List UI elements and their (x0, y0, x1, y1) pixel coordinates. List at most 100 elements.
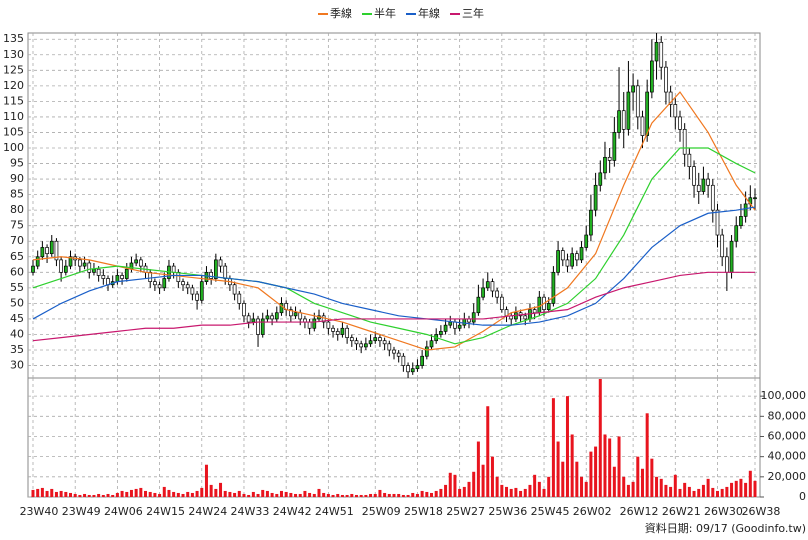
volume-bar (298, 493, 302, 497)
candle-body (720, 234, 725, 258)
volume-bar (350, 493, 354, 497)
volume-bar (162, 486, 166, 497)
candle-body (429, 340, 434, 348)
y-tick-label: 110 (3, 110, 24, 123)
candle-body (242, 303, 246, 317)
x-tick-label: 24W15 (146, 505, 185, 518)
volume-bar (312, 493, 316, 497)
candle-body (138, 259, 143, 267)
volume-bar (195, 490, 199, 497)
volume-bar (354, 494, 358, 497)
volume-bar (453, 474, 457, 497)
candle-body (335, 331, 340, 335)
candle-body (743, 203, 748, 217)
candle-body (593, 184, 598, 211)
ma-line (32, 206, 756, 326)
y-tick-label: 90 (10, 172, 24, 185)
volume-bar (134, 488, 138, 497)
legend-label: 三年 (462, 6, 484, 20)
y-tick-label: 95 (10, 157, 24, 170)
volume-bar (425, 491, 429, 497)
volume-bar (31, 489, 35, 497)
volume-bar (598, 379, 602, 497)
y-tick-label: 40 (10, 327, 24, 340)
candle-body (232, 284, 237, 295)
y-tick-label: 85 (10, 188, 24, 201)
candle-body (696, 184, 701, 192)
volume-bar (69, 492, 73, 497)
candle-body (237, 293, 242, 304)
candle-body (481, 287, 485, 298)
candle-body (274, 312, 279, 320)
volume-bar (383, 492, 387, 497)
y-tick-label: 75 (10, 219, 24, 232)
volume-bar (129, 489, 133, 497)
volume-bar (373, 493, 377, 497)
volume-bar (584, 481, 588, 497)
volume-bar (523, 488, 527, 497)
candle-body (181, 281, 185, 286)
x-tick-label: 26W21 (662, 505, 701, 518)
volume-bar (411, 492, 415, 497)
volume-bar (608, 438, 612, 497)
candle-body (63, 265, 68, 273)
candle-body (359, 343, 364, 348)
volume-bar (631, 481, 635, 497)
candle-body (378, 337, 382, 342)
candle-body (448, 321, 453, 326)
candle-body (382, 340, 387, 345)
candle-body (739, 216, 743, 227)
legend-label: 半年 (374, 6, 396, 20)
volume-bar (111, 494, 115, 497)
candle-body (153, 281, 157, 286)
volume-bar (626, 484, 630, 497)
candle-body (725, 256, 729, 273)
candle-body (645, 91, 650, 136)
candle-body (101, 275, 106, 279)
volume-bar (331, 494, 335, 497)
volume-bar (87, 494, 91, 497)
volume-bar (392, 493, 396, 497)
volume-bar (659, 478, 663, 497)
y-tick-label: 125 (3, 63, 24, 76)
y-tick-label: 70 (10, 234, 24, 247)
ma-line (32, 91, 756, 351)
candle-body (40, 247, 45, 258)
y-tick-label: 100,000 (761, 389, 807, 402)
volume-bar (303, 490, 307, 497)
volume-bar (748, 470, 752, 497)
candle-body (485, 281, 490, 289)
volume-bar (739, 478, 743, 497)
candle-body (373, 337, 378, 342)
y-tick-label: 60,000 (768, 429, 807, 442)
candle-body (92, 268, 96, 273)
candle-body (293, 312, 298, 317)
volume-bar (434, 490, 438, 497)
candle-body (668, 91, 673, 105)
y-tick-label: 35 (10, 343, 24, 356)
volume-bar (683, 482, 687, 497)
candle-body (701, 178, 706, 192)
x-tick-label: 26W30 (704, 505, 743, 518)
candle-body (664, 66, 668, 93)
candle-body (209, 271, 214, 279)
volume-bar (697, 488, 701, 497)
candle-body (556, 250, 560, 273)
y-tick-label: 45 (10, 312, 24, 325)
volume-bar (78, 494, 82, 497)
volume-bar (190, 492, 194, 497)
candle-body (396, 352, 401, 357)
volume-bar (101, 494, 105, 497)
candle-body (124, 268, 129, 279)
volume-bar (59, 490, 63, 497)
candle-body (560, 250, 565, 261)
candle-body (453, 321, 457, 329)
y-tick-label: 80 (10, 203, 24, 216)
volume-bar (533, 474, 537, 497)
volume-bar (645, 413, 649, 497)
candle-body (401, 355, 406, 366)
candle-body (537, 296, 542, 314)
volume-bar (167, 489, 171, 497)
volume-bar (200, 487, 204, 497)
volume-bar (650, 458, 654, 497)
